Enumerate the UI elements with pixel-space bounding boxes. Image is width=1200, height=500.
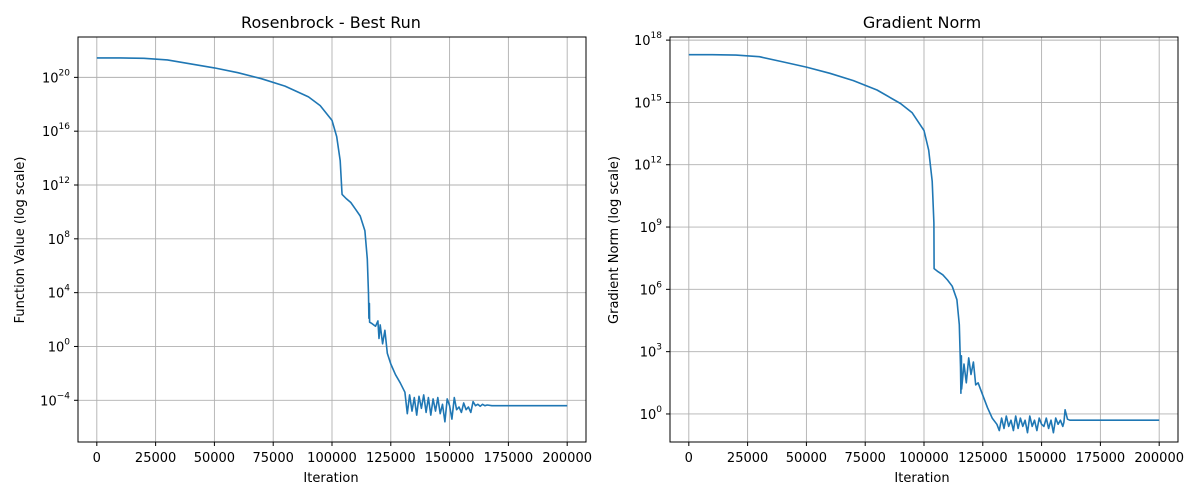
- x-tick-label: 100000: [899, 451, 949, 466]
- series-layer: [688, 53, 1160, 434]
- series-line: [688, 53, 1160, 434]
- y-tick-label: 104: [48, 284, 71, 302]
- series-line: [96, 57, 568, 423]
- grid: [78, 37, 586, 442]
- x-tick-label: 0: [685, 451, 693, 466]
- y-tick-label: 1016: [42, 122, 70, 140]
- x-tick-label: 75000: [253, 451, 294, 466]
- y-tick-label: 106: [640, 280, 663, 298]
- x-tick-label: 125000: [366, 451, 416, 466]
- chart-title: Gradient Norm: [863, 13, 981, 32]
- x-tick-label: 25000: [135, 451, 176, 466]
- series-layer: [96, 57, 568, 423]
- grid: [670, 37, 1178, 442]
- y-tick-label: 100: [48, 337, 71, 355]
- y-tick-label: 1018: [634, 31, 662, 49]
- y-tick-label: 100: [640, 405, 663, 423]
- x-tick-label: 200000: [1134, 451, 1184, 466]
- x-tick-label: 200000: [542, 451, 592, 466]
- x-axis-label: Iteration: [303, 471, 358, 486]
- chart-title: Rosenbrock - Best Run: [241, 13, 421, 32]
- y-axis-label: Gradient Norm (log scale): [607, 156, 622, 324]
- function-value-chart: Rosenbrock - Best Run 0 25000 50000 75000 10…: [13, 13, 592, 486]
- y-tick-label: 10−4: [40, 391, 70, 409]
- y-tick-label: 103: [640, 343, 662, 361]
- x-tick-label: 175000: [1076, 451, 1126, 466]
- x-tick-label: 50000: [786, 451, 827, 466]
- gradient-norm-chart: Gradient Norm 0 25000 50000 75000 100000 1250…: [607, 13, 1184, 486]
- x-tick-label: 25000: [727, 451, 768, 466]
- x-tick-label: 125000: [958, 451, 1008, 466]
- y-tick-label: 1012: [634, 156, 662, 174]
- y-tick-label: 1020: [42, 68, 70, 86]
- y-axis-label: Function Value (log scale): [13, 157, 28, 324]
- x-tick-label: 50000: [194, 451, 235, 466]
- y-tick-label: 1012: [42, 176, 70, 194]
- x-axis-ticks: 0 25000 50000 75000 100000 125000 150000 175000…: [93, 442, 592, 466]
- x-tick-label: 0: [93, 451, 101, 466]
- y-tick-label: 108: [48, 230, 71, 248]
- x-tick-label: 150000: [1017, 451, 1067, 466]
- y-axis-ticks: 1020 1016 1012 108 104 100 10−4: [40, 68, 78, 409]
- x-tick-label: 75000: [845, 451, 886, 466]
- x-tick-label: 175000: [484, 451, 534, 466]
- y-axis-ticks: 1018 1015 1012 109 106 103 100: [634, 31, 670, 423]
- x-axis-ticks: 0 25000 50000 75000 100000 125000 150000 175000…: [685, 442, 1184, 466]
- x-tick-label: 150000: [425, 451, 475, 466]
- x-tick-label: 100000: [307, 451, 357, 466]
- x-axis-label: Iteration: [894, 471, 949, 486]
- y-tick-label: 109: [640, 218, 663, 236]
- y-tick-label: 1015: [634, 93, 662, 111]
